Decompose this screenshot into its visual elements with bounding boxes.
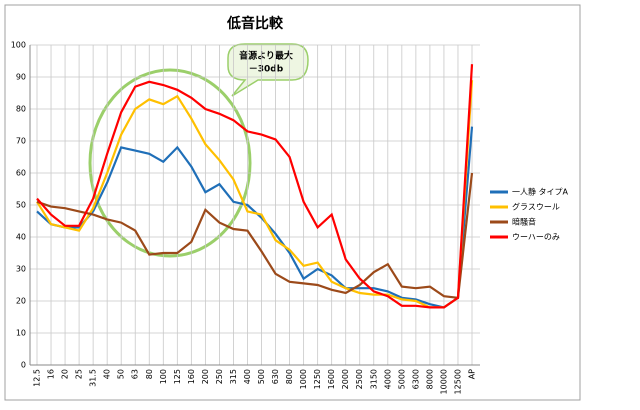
series-line	[36, 80, 474, 309]
x-tick-label: 12.5	[33, 369, 42, 387]
x-tick-label: 31.5	[89, 369, 98, 387]
y-tick-label: 80	[16, 105, 26, 114]
series-line	[36, 64, 474, 309]
legend-label: ウーハーのみ	[512, 233, 560, 242]
x-tick-label: 400	[243, 369, 252, 384]
annotation-line: －30db	[249, 65, 284, 75]
chart-title: 低音比較	[226, 15, 284, 32]
x-tick-label: 1600	[327, 369, 336, 389]
x-tick-label: 3150	[369, 369, 378, 389]
x-tick-label: 2500	[355, 369, 364, 389]
x-tick-label: 2000	[341, 369, 350, 389]
x-tick-label: 800	[285, 369, 294, 384]
x-tick-label: 20	[61, 369, 70, 379]
x-tick-label: 250	[215, 369, 224, 384]
x-tick-label: 200	[201, 369, 210, 384]
x-tick-label: 1000	[299, 369, 308, 389]
x-tick-label: 25	[75, 369, 84, 379]
x-tick-label: 50	[117, 369, 126, 379]
x-tick-label: 100	[159, 369, 168, 384]
x-tick-label: 6300	[411, 369, 420, 389]
legend-label: 一人静 タイプA	[512, 187, 569, 197]
legend-label: グラスウール	[512, 202, 560, 212]
y-tick-label: 10	[16, 329, 26, 338]
x-tick-label: 315	[229, 369, 238, 384]
x-tick-label: 10000	[439, 369, 448, 394]
x-tick-label: 8000	[425, 369, 434, 389]
annotation-line: 音源より最大	[239, 50, 293, 62]
y-tick-label: 60	[16, 169, 26, 178]
x-tick-label: 500	[257, 369, 266, 384]
x-tick-label: 80	[145, 369, 154, 379]
x-tick-label: 630	[271, 369, 280, 384]
x-tick-label: 5000	[397, 369, 406, 389]
x-tick-label: 63	[131, 369, 140, 379]
y-tick-label: 20	[16, 297, 26, 306]
y-tick-label: 30	[16, 265, 26, 274]
y-tick-label: 90	[16, 73, 26, 82]
x-tick-label: 16	[47, 369, 56, 379]
y-tick-label: 70	[16, 137, 26, 146]
x-tick-label: 12500	[453, 369, 462, 394]
y-tick-label: 50	[16, 201, 26, 210]
x-tick-label: 40	[103, 369, 112, 379]
y-tick-label: 100	[11, 41, 26, 50]
x-tick-label: 160	[187, 369, 196, 384]
y-tick-label: 40	[16, 233, 26, 242]
legend-label: 暗騒音	[512, 217, 536, 227]
highlight-ellipse	[88, 68, 252, 258]
series-line	[36, 126, 474, 309]
y-tick-label: 0	[21, 361, 26, 370]
callout	[227, 43, 309, 97]
series-line	[36, 172, 474, 300]
x-tick-label: 1250	[313, 369, 322, 389]
x-tick-label: 4000	[383, 369, 392, 389]
x-tick-label: 125	[173, 369, 182, 384]
x-tick-label: AP	[468, 369, 477, 379]
